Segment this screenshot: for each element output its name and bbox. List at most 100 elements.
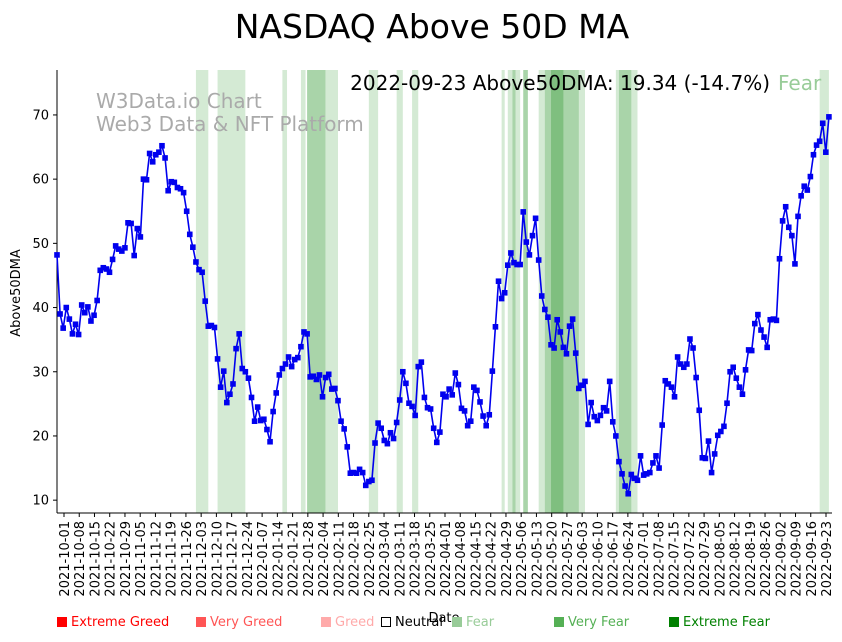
y-tick-label-70: 70 bbox=[32, 108, 49, 123]
data-point-175 bbox=[594, 417, 601, 424]
fear-band-0 bbox=[195, 70, 209, 513]
data-point-169 bbox=[576, 385, 582, 392]
data-point-12 bbox=[91, 312, 97, 319]
data-point-237 bbox=[785, 224, 792, 231]
data-point-84 bbox=[313, 376, 320, 383]
x-tick-label-26: 2022-04-08 bbox=[454, 521, 469, 597]
legend-item-greed: Greed bbox=[321, 615, 374, 630]
data-point-185 bbox=[625, 490, 632, 497]
data-point-41 bbox=[180, 189, 187, 196]
data-point-122 bbox=[430, 425, 437, 432]
data-point-24 bbox=[128, 220, 134, 227]
x-tick-label-16: 2022-01-28 bbox=[302, 521, 317, 597]
data-point-155 bbox=[532, 215, 539, 222]
x-tick-label-19: 2022-02-18 bbox=[348, 521, 363, 597]
data-point-58 bbox=[233, 345, 239, 352]
data-point-75 bbox=[285, 354, 292, 360]
y-tick-label-20: 20 bbox=[32, 429, 49, 444]
legend-swatch bbox=[381, 617, 391, 627]
data-point-223 bbox=[742, 367, 749, 373]
fear-band-5 bbox=[325, 70, 338, 513]
data-point-42 bbox=[183, 208, 190, 215]
data-point-16 bbox=[103, 266, 110, 272]
data-point-232 bbox=[770, 316, 777, 322]
data-point-35 bbox=[162, 155, 168, 161]
data-point-244 bbox=[807, 173, 814, 180]
x-tick-label-43: 2022-08-05 bbox=[713, 521, 728, 597]
data-point-20 bbox=[115, 246, 122, 252]
data-point-28 bbox=[140, 176, 147, 182]
x-tick-label-28: 2022-04-22 bbox=[485, 521, 500, 597]
data-point-191 bbox=[643, 471, 650, 477]
legend-item-extreme-greed: Extreme Greed bbox=[57, 615, 169, 630]
data-point-111 bbox=[396, 397, 403, 403]
data-point-100 bbox=[362, 482, 369, 489]
data-point-78 bbox=[295, 354, 301, 361]
data-point-215 bbox=[718, 428, 724, 435]
x-tick-label-40: 2022-07-15 bbox=[668, 521, 683, 597]
x-tick-label-12: 2021-12-24 bbox=[241, 521, 256, 597]
data-point-29 bbox=[143, 176, 150, 183]
legend-item-extreme-fear: Extreme Fear bbox=[669, 615, 770, 630]
data-point-49 bbox=[205, 323, 212, 329]
data-point-60 bbox=[239, 365, 246, 372]
data-point-92 bbox=[338, 418, 344, 424]
data-point-64 bbox=[251, 418, 258, 424]
x-tick-label-23: 2022-03-18 bbox=[409, 521, 424, 597]
x-tick-label-6: 2021-11-12 bbox=[149, 521, 164, 597]
data-point-180 bbox=[609, 419, 616, 425]
data-point-86 bbox=[319, 393, 326, 400]
data-point-137 bbox=[477, 399, 483, 405]
data-point-126 bbox=[443, 393, 449, 400]
data-point-219 bbox=[730, 364, 736, 371]
data-point-81 bbox=[304, 331, 310, 337]
data-point-242 bbox=[801, 183, 808, 190]
data-point-205 bbox=[687, 336, 693, 342]
data-point-142 bbox=[492, 324, 499, 330]
fear-band-7 bbox=[396, 70, 403, 513]
x-tick-label-30: 2022-05-06 bbox=[515, 521, 530, 597]
data-point-98 bbox=[356, 466, 363, 473]
watermark-line-1: W3Data.io Chart bbox=[96, 89, 262, 113]
x-tick-label-50: 2022-09-23 bbox=[820, 521, 835, 597]
data-point-5 bbox=[69, 331, 76, 337]
data-point-203 bbox=[680, 364, 687, 371]
data-point-173 bbox=[588, 399, 594, 406]
data-point-152 bbox=[523, 239, 530, 245]
data-point-13 bbox=[94, 297, 100, 304]
data-point-94 bbox=[344, 444, 351, 450]
data-point-231 bbox=[767, 316, 774, 323]
y-tick-label-40: 40 bbox=[32, 301, 49, 316]
data-point-151 bbox=[520, 209, 527, 215]
fear-band-18 bbox=[819, 70, 829, 513]
x-tick-label-14: 2022-01-14 bbox=[271, 521, 286, 597]
legend-label: Neutral bbox=[395, 615, 443, 630]
data-point-6 bbox=[72, 321, 79, 328]
data-point-135 bbox=[471, 384, 477, 390]
x-tick-label-17: 2022-02-04 bbox=[317, 521, 332, 597]
x-tick-label-38: 2022-07-01 bbox=[637, 521, 652, 597]
data-point-194 bbox=[653, 453, 659, 459]
data-point-115 bbox=[409, 403, 415, 410]
data-point-127 bbox=[446, 386, 452, 392]
data-point-119 bbox=[421, 394, 428, 401]
data-point-227 bbox=[755, 311, 761, 318]
data-point-14 bbox=[97, 267, 104, 274]
data-point-34 bbox=[159, 142, 165, 149]
legend-item-very-greed: Very Greed bbox=[196, 615, 282, 630]
data-point-179 bbox=[606, 378, 613, 385]
x-tick-label-44: 2022-08-12 bbox=[729, 521, 744, 597]
data-point-163 bbox=[557, 329, 564, 335]
data-point-229 bbox=[761, 334, 767, 340]
data-point-247 bbox=[816, 138, 823, 145]
data-point-21 bbox=[119, 248, 125, 254]
data-point-177 bbox=[600, 404, 607, 411]
data-point-221 bbox=[736, 384, 743, 390]
y-tick-label-50: 50 bbox=[32, 237, 49, 252]
data-point-206 bbox=[690, 345, 696, 351]
data-point-182 bbox=[616, 458, 622, 465]
data-point-97 bbox=[353, 470, 360, 476]
latest-value-annotation: 2022-09-23 Above50DMA: 19.34 (-14.7%) bbox=[350, 71, 770, 95]
